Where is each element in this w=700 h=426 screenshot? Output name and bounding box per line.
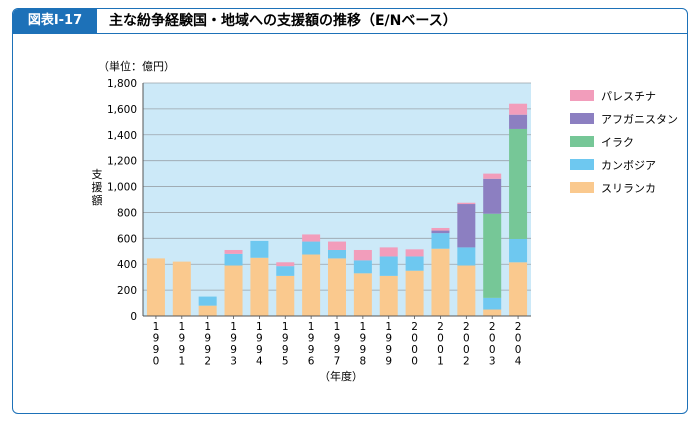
bar-segment (276, 275, 295, 316)
bar-segment (224, 249, 243, 254)
legend-swatch (570, 113, 594, 124)
y-tick-label: 1,400 (107, 130, 137, 142)
y-tick-label: 1,600 (107, 104, 137, 116)
bar-segment (379, 256, 398, 276)
bar-segment (328, 249, 346, 259)
bar-segment (483, 297, 502, 310)
legend-swatch (570, 90, 594, 101)
y-tick-label: 1,000 (107, 182, 137, 194)
bar-segment (509, 262, 528, 316)
x-axis-label: （年度） (319, 369, 363, 383)
bar-segment (198, 296, 217, 306)
bar-segment (250, 257, 269, 316)
bar-segment (431, 248, 450, 316)
legend-label: カンボジア (601, 159, 656, 172)
bar-segment (457, 202, 476, 205)
bar-segment (431, 230, 450, 234)
bar-segment (302, 254, 321, 316)
y-tick-label: 600 (117, 233, 137, 245)
legend-swatch (570, 159, 594, 170)
legend-label: イラク (601, 136, 634, 149)
bar-segment (379, 275, 398, 316)
bar-segment (302, 241, 321, 255)
bar-segment (509, 114, 528, 129)
bar-segment (483, 173, 502, 179)
bar-segment (405, 256, 424, 271)
bar-segment (146, 258, 165, 316)
y-axis-ticks: 0 200 400 600 800 1,000 1,200 1,400 1,600 1,800 (107, 78, 137, 323)
y-tick-label: 400 (117, 259, 137, 271)
bar-segment (353, 273, 372, 316)
bar-segment (328, 258, 346, 316)
legend-label: アフガニスタン (601, 113, 678, 126)
bar-segment (328, 241, 346, 250)
bar-segment (431, 233, 450, 249)
bar-segment (509, 103, 528, 115)
bar-segment (172, 261, 191, 316)
y-tick-label: 1,200 (107, 156, 137, 168)
bar-segment (353, 260, 372, 274)
legend-label: パレスチナ (601, 90, 656, 103)
x-axis-ticks: 1 9 9 0 1 9 9 1 1 9 9 2 1 9 9 3 1 9 9 4 1 9 9 5 1 9 9 6 1 9 9 7 1 9 9 8 1 9 9 9… (153, 316, 522, 368)
figure-label: 図表Ⅰ-17 (13, 9, 97, 33)
legend-swatch (570, 182, 594, 193)
bar-segment (483, 178, 502, 214)
y-axis-label: 支援額 (92, 168, 103, 207)
bar-segment (405, 270, 424, 316)
bar-segment (483, 309, 502, 316)
figure-header: 図表Ⅰ-17 主な紛争経験国・地域への支援額の推移（E/Nベース） (13, 9, 687, 34)
figure-frame: 図表Ⅰ-17 主な紛争経験国・地域への支援額の推移（E/Nベース） (12, 8, 688, 414)
legend-label: スリランカ (601, 182, 656, 195)
bars (146, 103, 528, 316)
y-tick-label: 200 (117, 285, 137, 297)
bar-segment (483, 213, 502, 298)
bar-segment (250, 240, 269, 258)
bar-segment (224, 253, 243, 266)
bar-segment (379, 247, 398, 257)
unit-label: （単位：億円） (98, 59, 175, 73)
bar-segment (198, 305, 217, 316)
bar-segment (431, 227, 450, 231)
bar-segment (224, 265, 243, 316)
bar-segment (405, 249, 424, 257)
y-tick-label: 1,800 (107, 78, 137, 90)
bar-segment (353, 249, 372, 261)
figure-title: 主な紛争経験国・地域への支援額の推移（E/Nベース） (109, 13, 457, 29)
bar-segment (509, 238, 528, 263)
y-tick-label: 0 (130, 311, 137, 323)
bar-segment (457, 265, 476, 316)
bar-segment (276, 266, 295, 276)
bar-segment (509, 128, 528, 239)
bar-segment (457, 204, 476, 248)
legend-swatch (570, 136, 594, 147)
bar-segment (276, 262, 295, 267)
bar-segment (457, 247, 476, 266)
y-tick-label: 800 (117, 207, 137, 219)
bar-segment (302, 234, 321, 242)
